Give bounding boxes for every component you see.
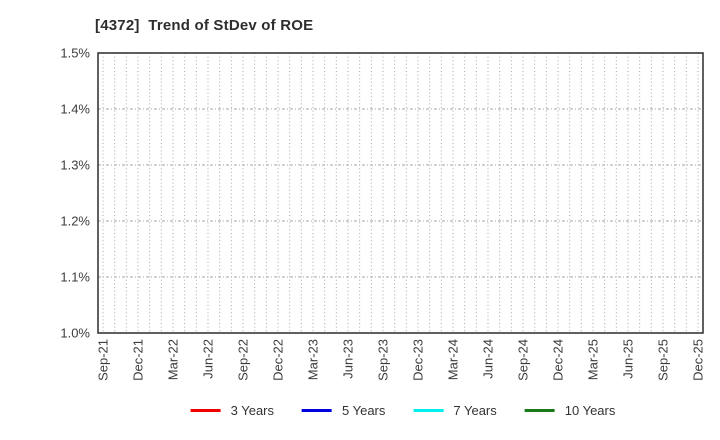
x-tick-label: Sep-21	[96, 339, 111, 381]
legend-label: 5 Years	[342, 403, 386, 418]
y-tick-label: 1.3%	[60, 158, 90, 173]
y-tick-label: 1.4%	[60, 102, 90, 117]
legend-line-swatch	[524, 409, 555, 412]
axes-frame	[97, 52, 704, 334]
x-tick-label: Jun-24	[481, 339, 496, 379]
x-tick-label: Dec-21	[131, 339, 146, 381]
y-tick-label: 1.0%	[60, 326, 90, 341]
x-tick-label: Jun-22	[201, 339, 216, 379]
x-tick-label: Mar-23	[306, 339, 321, 380]
x-tick-label: Mar-22	[166, 339, 181, 380]
y-tick-label: 1.1%	[60, 270, 90, 285]
x-tick-label: Dec-23	[411, 339, 426, 381]
legend-item: 7 Years	[413, 403, 497, 418]
x-tick-label: Jun-23	[341, 339, 356, 379]
y-tick-label: 1.5%	[60, 46, 90, 61]
legend-item: 3 Years	[190, 403, 275, 418]
legend-label: 7 Years	[453, 403, 497, 418]
x-tick-label: Dec-24	[551, 339, 566, 381]
legend-line-swatch	[413, 409, 444, 412]
legend-label: 10 Years	[564, 403, 616, 418]
x-tick-label: Mar-24	[446, 339, 461, 380]
x-tick-label: Sep-25	[656, 339, 671, 381]
legend: 3 Years 5 Years 7 Years 10 Years	[190, 403, 616, 418]
legend-item: 10 Years	[524, 403, 616, 418]
x-tick-label: Dec-25	[691, 339, 706, 381]
chart-title: [4372] Trend of StDev of ROE	[95, 17, 314, 34]
x-tick-label: Dec-22	[271, 339, 286, 381]
legend-label: 3 Years	[230, 403, 275, 418]
x-tick-label: Jun-25	[621, 339, 636, 379]
x-tick-label: Sep-22	[236, 339, 251, 381]
x-tick-label: Mar-25	[586, 339, 601, 380]
legend-item: 5 Years	[302, 403, 385, 418]
legend-line-swatch	[302, 409, 333, 412]
x-tick-label: Sep-23	[376, 339, 391, 381]
x-tick-label: Sep-24	[516, 339, 531, 381]
legend-line-swatch	[190, 409, 221, 412]
y-tick-label: 1.2%	[60, 214, 90, 229]
